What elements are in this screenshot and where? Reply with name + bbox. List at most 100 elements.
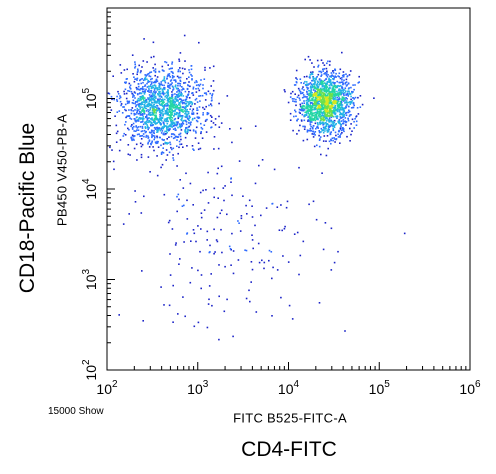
data-point [137,93,139,96]
data-point [320,118,323,120]
data-point [333,126,336,129]
data-point [343,130,345,133]
data-point [171,122,174,125]
data-point [180,93,182,96]
data-point [172,104,174,106]
data-point [178,77,180,79]
data-point [297,94,300,97]
data-point [153,55,155,58]
data-point [321,80,323,83]
data-point [159,114,162,116]
data-point [186,117,189,120]
data-point [335,108,338,111]
data-point [161,92,163,95]
data-point [299,78,302,80]
data-point [179,104,181,106]
data-point [169,115,172,118]
data-point [316,122,319,124]
data-point [339,84,342,87]
data-point [170,118,172,121]
data-point [345,93,348,96]
data-point [154,68,157,70]
data-point [321,82,324,85]
data-point [316,80,319,83]
data-point [342,128,345,130]
data-point [330,138,332,141]
data-point [190,121,192,123]
data-point [152,131,155,134]
data-point [326,62,328,65]
data-point [329,79,332,81]
data-point [306,110,309,113]
data-point [325,84,328,87]
data-point [191,102,194,104]
data-point [353,127,355,129]
data-point [318,145,321,148]
data-point [189,129,192,132]
data-point [148,127,150,129]
data-point [175,103,178,106]
data-point [261,159,264,161]
data-point [186,145,188,147]
data-point [328,84,331,86]
data-point [168,129,170,131]
data-point [338,90,340,92]
data-point [315,107,317,110]
data-point [141,125,144,128]
data-point [342,122,344,125]
data-point [149,123,152,126]
data-point [199,191,202,194]
data-point [299,103,302,106]
data-point [162,127,164,130]
data-point [333,100,336,102]
data-point [171,111,173,114]
data-point [212,89,215,92]
data-point [161,108,164,111]
data-point [156,101,158,104]
data-point [326,131,329,133]
data-point [327,110,329,112]
data-point [322,100,324,102]
data-point [336,85,339,87]
data-point [293,115,295,118]
data-point [319,99,321,101]
data-point [138,88,140,91]
data-point [136,127,139,129]
data-point [142,90,145,93]
data-point [167,101,170,103]
data-point [334,75,336,77]
data-point [333,261,336,264]
data-point [139,118,142,120]
data-point [155,87,157,90]
data-point [333,107,336,110]
data-point [192,94,195,96]
data-point [179,106,182,109]
data-point [150,131,153,133]
data-point [316,103,319,105]
data-point [147,110,150,113]
data-point [323,86,326,89]
data-point [341,79,343,81]
data-point [163,104,165,107]
data-point [318,108,320,110]
data-point [171,105,174,108]
data-point [204,66,206,69]
data-point [333,77,335,80]
data-point [147,128,149,131]
data-point [132,122,135,125]
data-point [142,116,145,118]
data-point [136,107,139,110]
data-point [295,98,297,101]
data-point [213,187,216,190]
data-point [321,111,323,113]
data-point [340,133,342,135]
data-point [321,106,324,108]
data-point [187,101,190,103]
data-point [327,118,329,121]
data-point [212,122,215,124]
data-point [316,84,318,87]
data-point [173,123,176,125]
data-point [284,225,286,228]
data-point [156,122,158,124]
data-point [301,102,303,105]
